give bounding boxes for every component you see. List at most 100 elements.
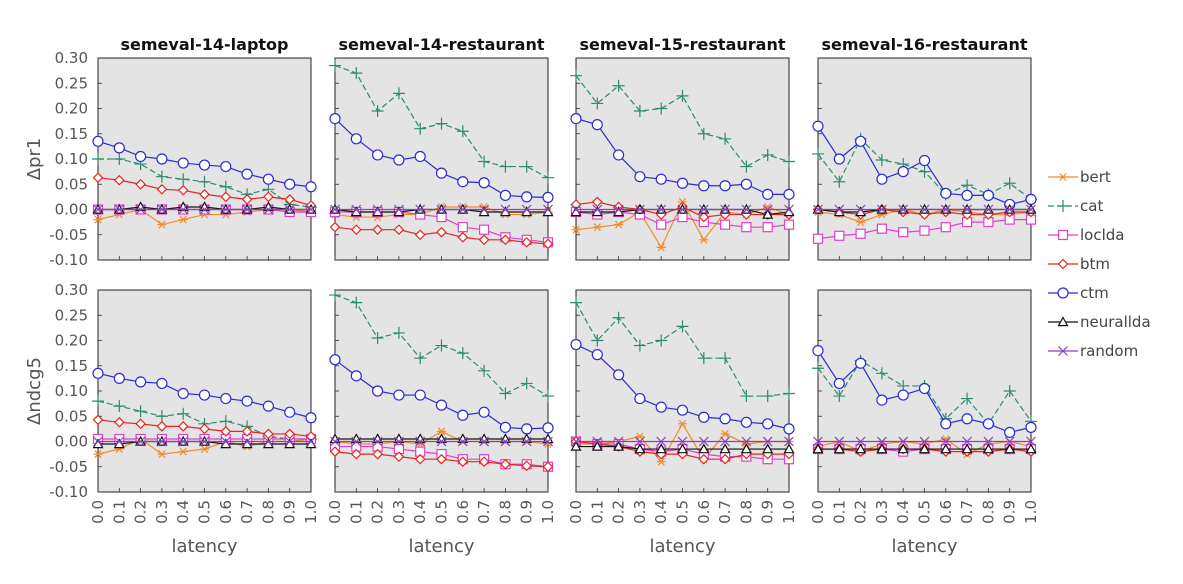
x-tick-label: 0.0 — [89, 500, 107, 524]
data-point — [456, 125, 469, 138]
series-random — [93, 436, 316, 447]
data-point — [92, 153, 104, 165]
x-tick-label: 0.9 — [759, 500, 777, 524]
data-point — [220, 392, 232, 405]
data-point — [612, 79, 625, 92]
x-tick-label: 1.0 — [302, 500, 320, 524]
data-point — [436, 226, 447, 238]
data-point — [372, 385, 384, 397]
data-point — [435, 167, 448, 179]
data-point — [783, 219, 795, 230]
series-ctm — [812, 345, 1037, 439]
series-random — [571, 436, 794, 447]
x-axis-label: latency — [408, 536, 474, 557]
data-point — [93, 436, 103, 447]
data-point — [592, 223, 602, 232]
data-point — [155, 170, 168, 183]
data-point — [591, 119, 603, 131]
data-point — [478, 177, 490, 189]
panel — [329, 289, 554, 493]
data-point — [457, 204, 468, 215]
data-point — [720, 429, 730, 438]
data-point — [982, 189, 995, 201]
data-point — [655, 401, 667, 413]
legend-marker — [1057, 316, 1069, 327]
data-point — [198, 175, 211, 188]
series-cat — [329, 289, 554, 403]
data-point — [855, 228, 866, 239]
data-point — [612, 149, 625, 161]
x-tick-label: 0.1 — [588, 500, 606, 524]
series-random — [571, 204, 794, 215]
data-point — [520, 377, 533, 390]
data-point — [521, 204, 532, 215]
data-point — [414, 229, 426, 241]
data-point — [241, 395, 253, 407]
data-point — [783, 443, 795, 454]
data-point — [435, 399, 448, 411]
data-point — [761, 148, 774, 161]
data-point — [478, 234, 490, 246]
x-tick-label: 0.2 — [852, 500, 870, 524]
data-point — [437, 427, 446, 436]
data-point — [436, 436, 447, 447]
series-neurallda — [570, 440, 795, 454]
data-point — [330, 204, 340, 215]
data-point — [178, 447, 188, 456]
y-tick-label: -0.05 — [49, 226, 88, 244]
data-point — [612, 311, 625, 324]
data-point — [634, 436, 645, 447]
data-point — [156, 204, 167, 215]
legend-label: ctm — [1080, 284, 1109, 302]
data-point — [676, 177, 689, 189]
data-point — [940, 436, 951, 447]
data-point — [542, 171, 554, 184]
data-point — [135, 204, 146, 215]
data-point — [329, 289, 341, 302]
x-tick-label: 0.2 — [132, 500, 150, 524]
data-point — [198, 159, 211, 171]
data-point — [898, 204, 909, 215]
data-point — [897, 443, 909, 454]
data-point — [241, 168, 253, 180]
data-point — [499, 421, 511, 433]
data-point — [306, 204, 316, 215]
data-point — [156, 183, 168, 195]
data-point — [719, 180, 731, 192]
data-point — [414, 389, 426, 401]
data-point — [479, 204, 490, 215]
data-point — [436, 453, 447, 465]
data-point — [655, 334, 668, 347]
data-point — [351, 436, 362, 447]
data-point — [156, 421, 168, 432]
data-point — [500, 458, 511, 470]
x-tick-label: 0.5 — [196, 500, 214, 524]
data-point — [784, 204, 794, 215]
data-point — [634, 443, 646, 454]
data-point — [500, 234, 511, 246]
data-point — [177, 173, 190, 186]
data-point — [1025, 193, 1037, 205]
legend-label: neurallda — [1080, 313, 1151, 331]
data-point — [113, 400, 126, 413]
data-point — [762, 436, 773, 447]
x-tick-label: 0.7 — [238, 500, 256, 524]
x-axis-label: latency — [649, 536, 715, 557]
series-ctm — [92, 135, 317, 193]
data-point — [571, 204, 581, 215]
data-point — [372, 224, 383, 236]
data-point — [614, 220, 624, 229]
data-point — [834, 204, 845, 215]
data-point — [812, 120, 824, 132]
series-cat — [570, 69, 795, 173]
data-point — [962, 436, 973, 447]
data-point — [897, 166, 909, 178]
data-point — [157, 220, 167, 229]
series-random — [330, 204, 553, 215]
data-point — [698, 411, 710, 423]
data-point — [876, 436, 887, 447]
data-point — [456, 347, 469, 360]
series-random — [330, 436, 553, 447]
data-point — [499, 189, 511, 201]
data-point — [676, 404, 689, 416]
